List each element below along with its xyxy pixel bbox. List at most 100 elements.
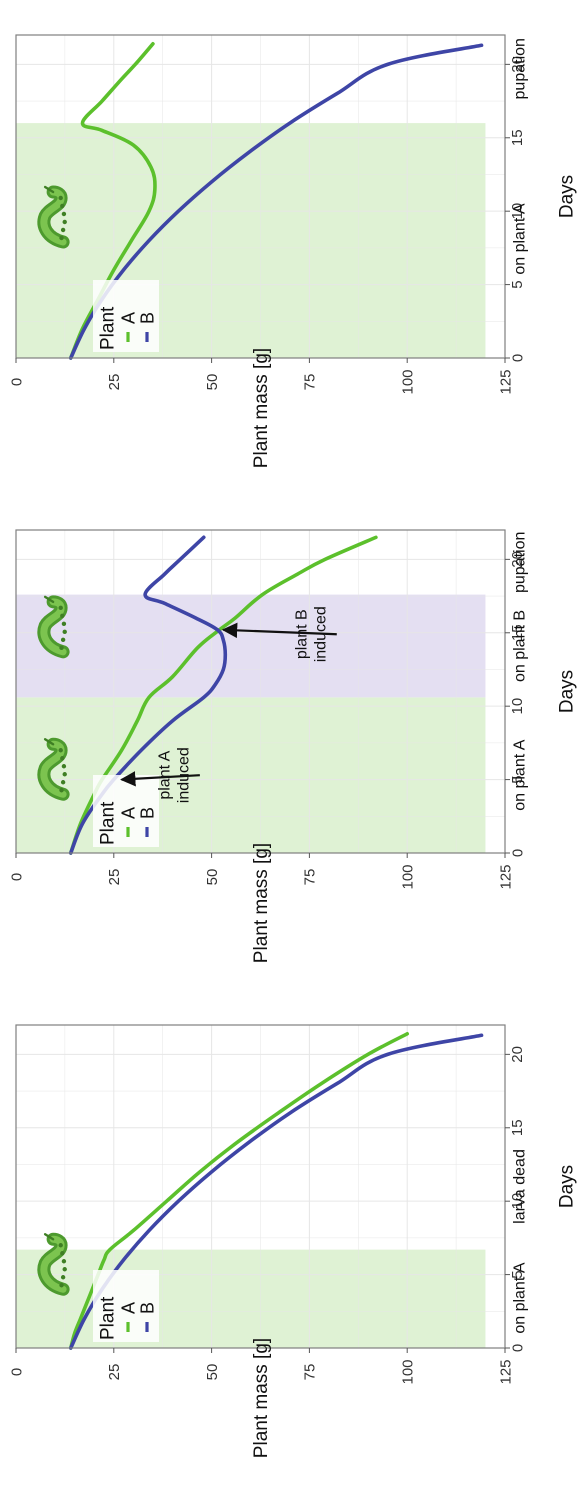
- y-tick-label: 125: [497, 1359, 514, 1384]
- legend-title: Plant: [98, 306, 119, 350]
- y-tick-label: 100: [399, 1359, 416, 1384]
- y-tick-label: 25: [106, 869, 123, 886]
- annotation-text: induced: [175, 747, 192, 803]
- caterpillar-leg: [58, 748, 63, 753]
- y-tick-label: 75: [302, 869, 319, 886]
- period-label: pupation: [512, 38, 529, 99]
- caterpillar-leg: [62, 219, 67, 225]
- x-tick-label: 10: [509, 1193, 526, 1210]
- annotation-text: plant B: [293, 609, 310, 659]
- y-axis-title: Plant mass [g]: [251, 1338, 272, 1458]
- panel-border: [15, 529, 506, 854]
- mass-axis: 0 25 50 75 100 125: [8, 1348, 514, 1385]
- legend-label-B: B: [137, 807, 157, 819]
- legend-title: Plant: [98, 801, 119, 845]
- x-tick-label: 5: [509, 280, 526, 288]
- caterpillar-leg: [59, 645, 64, 651]
- caterpillar-leg: [60, 1251, 65, 1256]
- caterpillar-leg: [60, 1275, 66, 1280]
- caterpillar-leg: [62, 629, 67, 635]
- period-label: larva dead: [512, 1149, 529, 1224]
- x-tick-label: 20: [509, 551, 526, 568]
- days-axis: 0 5 10 15 20: [505, 551, 526, 857]
- caterpillar-leg: [59, 788, 64, 793]
- caterpillar-horn: [43, 1233, 55, 1241]
- y-tick-label: 25: [106, 374, 123, 391]
- caterpillar-leg: [59, 1283, 64, 1288]
- y-tick-label: 50: [204, 1364, 221, 1381]
- y-tick-label: 75: [302, 1364, 319, 1381]
- days-axis: 0 5 10 15 20: [505, 1046, 526, 1352]
- series-line-A: [68, 1032, 409, 1350]
- x-tick-label: 15: [509, 1119, 526, 1136]
- panel-border: [15, 34, 506, 359]
- caterpillar-leg: [60, 780, 66, 785]
- caterpillar-leg: [58, 195, 63, 201]
- legend-title: Plant: [98, 1296, 119, 1340]
- y-tick-label: 50: [204, 374, 221, 391]
- caterpillar-highlight: [40, 188, 67, 246]
- caterpillar-horn: [43, 738, 55, 746]
- shaded-region-0: [16, 697, 486, 853]
- x-tick-label: 0: [509, 354, 526, 362]
- panel-border: [15, 1024, 506, 1349]
- caterpillar-leg: [61, 1259, 67, 1264]
- caterpillar-leg: [62, 772, 67, 777]
- caterpillar-leg: [61, 764, 67, 769]
- y-tick-label: 50: [204, 869, 221, 886]
- legend-label-B: B: [137, 312, 157, 324]
- days-axis: 0 5 10 15 20: [505, 56, 526, 362]
- y-axis-title: Plant mass [g]: [251, 843, 272, 963]
- panel-middle: 0 5 10 15 20 0 25 50 75 100 125 Days Plant mass [g] o…: [8, 529, 578, 963]
- x-axis-title: Days: [557, 1165, 578, 1208]
- caterpillar-leg: [60, 227, 66, 233]
- caterpillar-horn: [43, 185, 55, 194]
- period-label: on plant B: [512, 610, 529, 682]
- caterpillar-leg: [60, 613, 65, 619]
- legend-label-B: B: [137, 1302, 157, 1314]
- shaded-region-0: [16, 1249, 486, 1348]
- annotation-arrow: [120, 771, 200, 787]
- caterpillar-leg: [60, 756, 65, 761]
- x-tick-label: 5: [509, 775, 526, 783]
- annotation-text: induced: [312, 606, 329, 662]
- x-tick-label: 0: [509, 849, 526, 857]
- y-tick-label: 100: [399, 864, 416, 889]
- period-label: on plant A: [512, 203, 529, 275]
- y-axis-title: Plant mass [g]: [251, 348, 272, 468]
- y-tick-label: 75: [302, 374, 319, 391]
- mass-axis: 0 25 50 75 100 125: [8, 853, 514, 890]
- y-tick-label: 125: [497, 864, 514, 889]
- period-label: on plant A: [512, 739, 529, 811]
- caterpillar-icon: [37, 737, 70, 801]
- caterpillar-icon: [37, 185, 70, 249]
- legend-label-A: A: [118, 1302, 138, 1314]
- legend: Plant A B: [93, 280, 159, 352]
- x-tick-label: 20: [509, 56, 526, 73]
- y-tick-label: 125: [497, 369, 514, 394]
- caterpillar-leg: [61, 211, 67, 217]
- caterpillar-horn: [43, 595, 55, 604]
- caterpillar-icon: [37, 595, 70, 659]
- caterpillar-highlight: [40, 740, 67, 798]
- y-tick-label: 100: [399, 369, 416, 394]
- x-axis-title: Days: [557, 175, 578, 218]
- caterpillar-leg: [60, 203, 65, 209]
- period-label: on plant A: [512, 1262, 529, 1334]
- y-tick-label: 0: [8, 1368, 25, 1376]
- annotation-text: plant A: [156, 750, 173, 799]
- shaded-region-1: [16, 594, 486, 698]
- x-tick-label: 10: [509, 698, 526, 715]
- y-tick-label: 0: [8, 378, 25, 386]
- panel-left: 0 5 10 15 20 0 25 50 75 100 125 Days Plant mass [g] o…: [8, 1024, 578, 1458]
- legend: Plant A B: [93, 775, 159, 847]
- caterpillar-leg: [60, 637, 66, 643]
- mass-axis: 0 25 50 75 100 125: [8, 358, 514, 395]
- caterpillar-icon: [37, 1232, 70, 1296]
- caterpillar-highlight: [40, 598, 67, 656]
- caterpillar-highlight: [40, 1235, 67, 1293]
- x-tick-label: 10: [509, 203, 526, 220]
- annotation-arrow: [221, 622, 337, 639]
